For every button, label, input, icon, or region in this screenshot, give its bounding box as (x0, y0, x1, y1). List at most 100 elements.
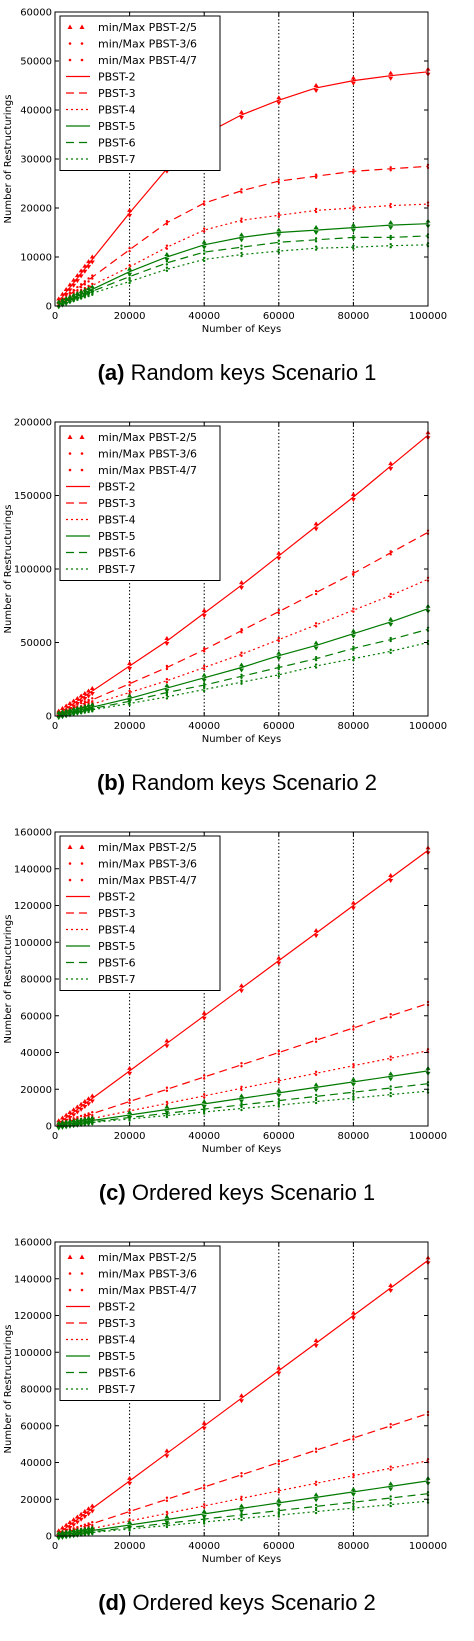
chart-d-marker-max (57, 1532, 60, 1536)
chart-c-marker-max (203, 1106, 206, 1109)
chart-d-legend-marker (80, 1272, 84, 1275)
chart-d-legend-marker (68, 1288, 72, 1292)
chart-d-x-tick-label: 0 (52, 1541, 58, 1552)
chart-b-marker-max (91, 697, 94, 700)
chart-d-marker-min (203, 1506, 206, 1509)
chart-b-marker-max (82, 703, 88, 708)
chart-c-marker-min (91, 1122, 94, 1126)
chart-a-marker-min (201, 245, 207, 250)
chart-b-y-tick-label: 150000 (14, 491, 52, 502)
chart-c-marker-max (86, 1116, 92, 1121)
chart-c-x-tick-label: 40000 (188, 1131, 220, 1142)
chart-d-marker-max (127, 1475, 133, 1480)
chart-a: 0 20000 40000 60000 80000 100000 0 10000 20000 30… (3, 8, 447, 336)
chart-c-marker-min (203, 1096, 206, 1099)
chart-a-marker-max (64, 294, 68, 298)
chart-d-marker-max (164, 1514, 170, 1519)
chart-b-marker-max (86, 688, 92, 693)
chart-d-marker-max (56, 1528, 62, 1533)
chart-c-marker-min (314, 1073, 318, 1076)
chart-c-legend-label: PBST-5 (98, 940, 136, 953)
chart-d-marker-max (87, 1522, 90, 1525)
chart-b-legend-marker (80, 468, 84, 472)
chart-d-marker-max (165, 1520, 169, 1524)
chart-a-x-tick-label: 80000 (337, 311, 369, 322)
chart-b-marker-min (389, 639, 392, 643)
chart-c-x-tick-label: 20000 (114, 1131, 146, 1142)
chart-c-marker-max (165, 1110, 169, 1114)
chart-d-y-tick-label: 100000 (14, 1348, 52, 1359)
chart-a-legend-label: PBST-6 (98, 137, 136, 150)
chart-c-y-tick-label: 100000 (14, 938, 52, 949)
chart-c-legend-label: min/Max PBST-4/7 (98, 874, 197, 887)
chart-c-marker-min (277, 1105, 280, 1108)
caption-c: (c) Ordered keys Scenario 1 (0, 1180, 474, 1206)
chart-c-marker-min (314, 1096, 318, 1100)
chart-d-marker-max (76, 1525, 79, 1529)
chart-b-marker-max (79, 708, 83, 712)
chart-c-marker-max (57, 1122, 60, 1126)
chart-d-marker-max (277, 1507, 280, 1511)
chart-c-series-line-pbst-2 (58, 849, 429, 1124)
chart-d-y-tick-label: 60000 (20, 1421, 52, 1432)
chart-c-marker-max (240, 1062, 243, 1065)
chart-d-y-tick-label: 20000 (20, 1495, 52, 1506)
chart-a-marker-max (203, 256, 206, 260)
chart-a-marker-max (59, 297, 65, 302)
chart-c-marker-max (350, 1076, 356, 1081)
chart-a-marker-max (61, 300, 64, 304)
chart-a-marker-min (352, 237, 355, 241)
chart-c-marker-min (389, 1058, 392, 1061)
chart-c-marker-min (165, 1089, 169, 1092)
chart-a-legend-label: min/Max PBST-2/5 (98, 21, 197, 34)
chart-d-marker-max (89, 1525, 95, 1530)
chart-c-marker-max (277, 1097, 280, 1101)
chart-a-x-axis-label: Number of Keys (202, 324, 282, 335)
chart-c-marker-max (71, 1107, 77, 1112)
chart-b: 0 20000 40000 60000 80000 100000 0 50000 100000 1… (3, 418, 447, 746)
chart-b-marker-min (164, 642, 170, 647)
chart-b-marker-min (389, 553, 392, 556)
chart-c-marker-min (87, 1123, 90, 1126)
chart-d-marker-min (128, 1511, 131, 1515)
chart-c-marker-max (352, 1089, 355, 1092)
chart-d-legend-label: PBST-5 (98, 1350, 136, 1363)
chart-c-marker-max (203, 1109, 206, 1112)
chart-b-marker-max (86, 703, 92, 708)
chart-a-marker-min (128, 281, 131, 285)
chart-b-marker-max (165, 678, 169, 681)
chart-c-marker-max (68, 1121, 72, 1125)
chart-a-marker-max (87, 290, 90, 293)
chart-a-legend-marker (67, 24, 73, 29)
chart-a-marker-max (67, 294, 73, 299)
chart-b-legend-label: min/Max PBST-3/6 (98, 448, 197, 461)
chart-c-legend-marker (67, 844, 73, 849)
chart-d-marker-max (277, 1488, 280, 1491)
chart-c-marker-max (240, 1085, 243, 1089)
chart-a-series-line-pbst-7 (58, 244, 429, 306)
chart-d-y-tick-label: 40000 (20, 1458, 52, 1469)
chart-a-marker-min (83, 296, 87, 299)
chart-b-legend-label: PBST-2 (98, 481, 136, 494)
chart-b-y-tick-label: 0 (46, 712, 52, 723)
chart-c-legend-swatch (68, 862, 84, 865)
chart-a-marker-max (91, 288, 94, 291)
chart-b-marker-max (74, 705, 80, 710)
chart-a-marker-min (388, 226, 394, 231)
chart-c-marker-max (87, 1120, 90, 1123)
chart-b-marker-min (86, 694, 92, 699)
chart-c-x-tick-label: 0 (52, 1131, 58, 1142)
caption-a: (a) Random keys Scenario 1 (0, 360, 474, 386)
chart-a-marker-max (76, 295, 79, 299)
chart-c-marker-min (277, 1052, 280, 1056)
chart-a-marker-max (165, 220, 169, 223)
chart-a-marker-min (389, 246, 392, 249)
chart-b-marker-min (127, 667, 133, 672)
chart-b-marker-max (352, 570, 355, 574)
chart-d-marker-max (83, 1530, 87, 1533)
chart-c-marker-max (389, 1055, 392, 1058)
chart-b-marker-min (277, 675, 280, 678)
chart-a-marker-max (165, 266, 169, 269)
chart-c-marker-min (67, 1115, 73, 1120)
chart-c-marker-max (277, 1078, 280, 1081)
